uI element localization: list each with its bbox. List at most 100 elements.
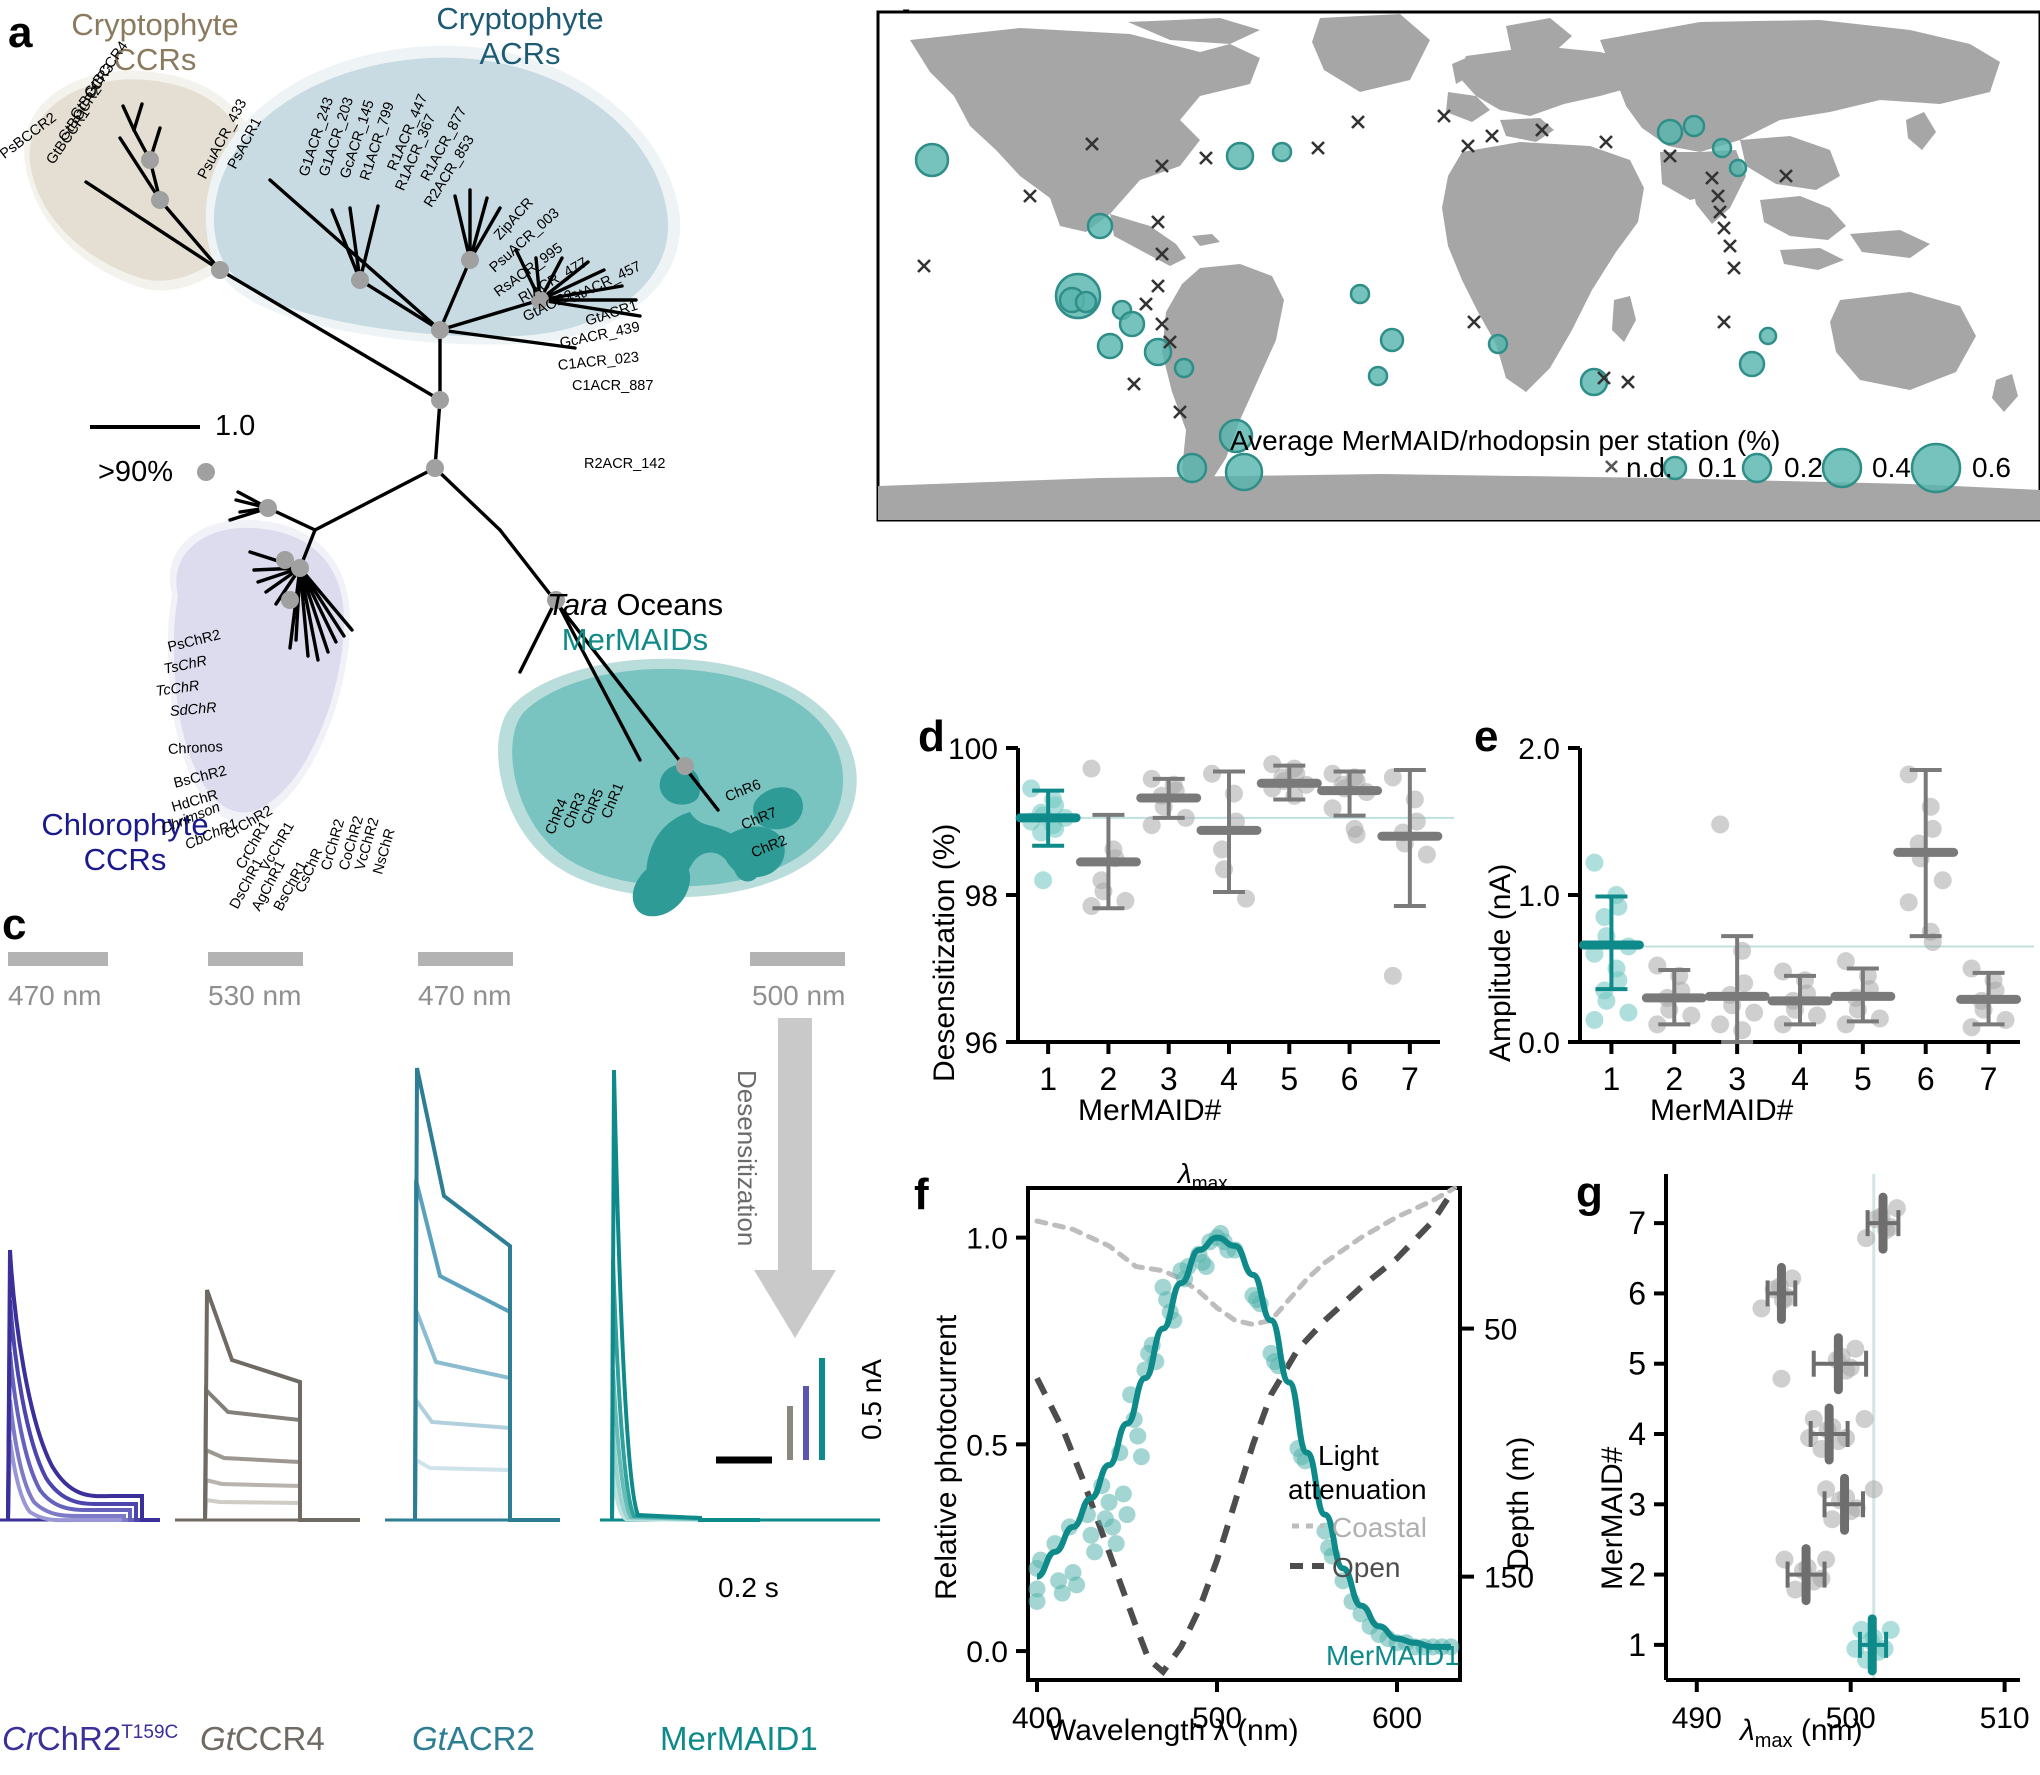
panel-f-legend-coastal: Coastal (1332, 1512, 1427, 1543)
wavelength-label-2: 530 nm (208, 980, 302, 1011)
light-bar-3 (418, 952, 513, 966)
trace-name-gtccr4: GtCCR4 (200, 1720, 325, 1757)
clade-title-tara-mermaids: Tara Oceans MerMAIDs (546, 587, 724, 657)
light-bar-1 (8, 952, 108, 966)
tip-label: R2ACR_142 (584, 456, 666, 472)
svg-text:7: 7 (1401, 1061, 1419, 1097)
trace-name-mermaid1: MerMAID1 (660, 1720, 818, 1757)
desensitization-arrow (754, 1018, 836, 1338)
map-legend-nd-cross (1605, 460, 1618, 473)
phylogenetic-tree (24, 45, 857, 917)
tip-label: C1ACR_887 (572, 378, 654, 394)
map-legend-markers (1662, 442, 1962, 494)
panel-c: c 470 nm 530 nm 470 nm 500 nm Desensitiz… (0, 900, 900, 1775)
tip-label: Chronos (167, 739, 224, 758)
clade-title-cryptophyte-acrs: Cryptophyte ACRs (436, 1, 604, 71)
svg-text:6: 6 (1628, 1275, 1646, 1311)
panel-f-fit-label: MerMAID1 (1326, 1640, 1460, 1671)
map-legend-size-0.2: 0.2 (1784, 452, 1823, 483)
panel-d-letter: d (918, 712, 945, 761)
tree-scale-label: 1.0 (215, 410, 256, 442)
svg-text:100: 100 (948, 733, 998, 766)
svg-text:5: 5 (1854, 1061, 1872, 1097)
panel-f-letter: f (914, 1170, 929, 1219)
svg-text:1: 1 (1039, 1061, 1057, 1097)
light-bar-2 (208, 952, 303, 966)
svg-text:1: 1 (1603, 1061, 1621, 1097)
panel-c-letter: c (2, 900, 27, 949)
svg-text:6: 6 (1917, 1061, 1935, 1097)
clade-title-chlorophyte-ccrs: Chlorophyte CCRs (41, 807, 209, 877)
svg-text:5: 5 (1628, 1346, 1646, 1382)
map-legend-size-0.6: 0.6 (1972, 452, 2011, 483)
svg-text:2: 2 (1100, 1061, 1118, 1097)
svg-text:510: 510 (1980, 1702, 2030, 1735)
trace-group-gtacr2 (413, 1067, 560, 1522)
svg-text:98: 98 (965, 880, 998, 913)
panel-a-letter: a (8, 8, 33, 57)
svg-text:6: 6 (1341, 1061, 1359, 1097)
light-bar-4 (750, 952, 845, 966)
svg-text:3: 3 (1728, 1061, 1746, 1097)
svg-text:4: 4 (1220, 1061, 1238, 1097)
svg-text:1.0: 1.0 (966, 1223, 1008, 1256)
trace-group-crchr2 (6, 1249, 160, 1523)
clade-blob-tara-mermaids (498, 658, 857, 917)
tree-branches (84, 102, 720, 812)
svg-text:1.0: 1.0 (1518, 880, 1560, 913)
scalebar-current-label: 0.5 nA (856, 1359, 887, 1440)
photocurrent-traces (0, 1067, 880, 1523)
svg-text:50: 50 (1484, 1314, 1517, 1347)
map-station-markers (914, 109, 1793, 492)
panel-e-letter: e (1474, 712, 1499, 761)
mermaid-silhouette (632, 764, 803, 917)
svg-text:5: 5 (1280, 1061, 1298, 1097)
svg-text:7: 7 (1628, 1205, 1646, 1241)
svg-text:7: 7 (1980, 1061, 1998, 1097)
trace-group-gtccr4 (203, 1289, 360, 1522)
trace-group-mermaid1 (610, 1069, 760, 1522)
panel-f: f Relative photocurrent 400 500 600 0.0 0.5 1… (900, 1140, 1540, 1775)
svg-text:500: 500 (1826, 1702, 1876, 1735)
scale-bars (716, 1358, 825, 1464)
clade-blob-cryptophyte-ccrs (24, 70, 265, 291)
panel-f-legend-open: Open (1332, 1552, 1401, 1583)
panel-a: a (0, 0, 900, 917)
svg-text:1: 1 (1628, 1627, 1646, 1663)
svg-text:0.5: 0.5 (966, 1429, 1008, 1462)
support-nodes (141, 151, 694, 775)
svg-text:490: 490 (1672, 1702, 1722, 1735)
svg-text:4: 4 (1628, 1416, 1646, 1452)
clade-blob-cryptophyte-acrs (205, 45, 681, 345)
panel-g-xlabel: λmax (nm) (1740, 1714, 1863, 1752)
panel-d-xlabel: MerMAID# (1078, 1094, 1222, 1127)
map-nd-crosses (917, 109, 1793, 419)
svg-text:2.0: 2.0 (1518, 733, 1560, 766)
svg-text:2: 2 (1628, 1557, 1646, 1593)
wavelength-label-1: 470 nm (8, 980, 102, 1011)
svg-text:0.0: 0.0 (966, 1636, 1008, 1669)
panel-e-xlabel: MerMAID# (1650, 1094, 1794, 1127)
world-map (876, 10, 2040, 522)
panel-g-letter: g (1576, 1168, 1603, 1217)
support-legend-dot (197, 463, 215, 481)
trace-name-crchr2: CrChR2T159C (2, 1720, 179, 1757)
panel-f-lambdamax-annotation: λmax (1178, 1158, 1228, 1195)
clade-title-cryptophyte-ccrs: Cryptophyte CCRs (71, 7, 239, 77)
panel-g: g MerMAID# 490 500 510 1 2 3 4 5 6 7 λmax (nm) (1540, 1140, 2040, 1775)
svg-text:600: 600 (1372, 1702, 1422, 1735)
svg-text:500: 500 (1192, 1702, 1242, 1735)
map-legend-size-0.4: 0.4 (1872, 452, 1911, 483)
svg-text:3: 3 (1160, 1061, 1178, 1097)
map-legend-title: Average MerMAID/rhodopsin per station (%… (1230, 425, 1781, 456)
panel-f-plot: 400 500 600 0.0 0.5 1.0 50 150 (966, 1185, 1534, 1735)
trace-name-gtacr2: GtACR2 (412, 1720, 535, 1757)
svg-text:96: 96 (965, 1027, 998, 1060)
map-legend-size-0.1: 0.1 (1698, 452, 1737, 483)
svg-text:3: 3 (1628, 1486, 1646, 1522)
panel-e: e Amplitude (nA) 0.0 1.0 2.0 1 2 3 4 5 6 7 MerMAI… (1460, 690, 2040, 1140)
panel-f-legend-title-1: Light (1318, 1440, 1379, 1471)
svg-text:150: 150 (1484, 1562, 1534, 1595)
panel-f-y2label: Depth (m) (1502, 1436, 1535, 1570)
wavelength-label-4: 500 nm (752, 980, 846, 1011)
